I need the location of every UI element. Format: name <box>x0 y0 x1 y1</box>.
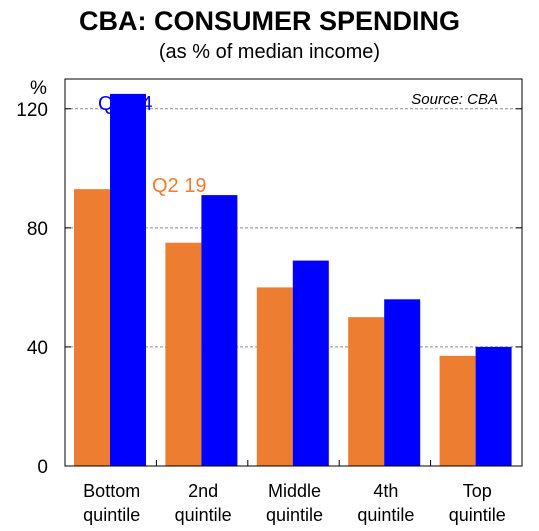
x-tick-label: quintile <box>83 505 140 525</box>
x-tick-label: Top <box>463 481 492 501</box>
bar-q2-24-1 <box>201 195 238 466</box>
x-tick-label: Bottom <box>83 481 140 501</box>
chart-subtitle: (as % of median income) <box>158 41 381 63</box>
y-tick-label: 0 <box>37 457 48 478</box>
x-tick-label: 2nd <box>188 481 218 501</box>
y-tick-label: 40 <box>27 338 48 359</box>
chart-title: CBA: CONSUMER SPENDING <box>78 6 461 36</box>
plot-frame <box>64 78 523 467</box>
bar-q2-19-2 <box>256 287 293 466</box>
series-label-q2-24: Q2 24 <box>98 93 152 115</box>
bar-q2-19-4 <box>439 355 476 466</box>
y-tick-label: 120 <box>16 100 48 121</box>
bar-q2-19-0 <box>74 189 110 466</box>
bar-q2-24-2 <box>292 260 329 466</box>
x-tick-label: Middle <box>268 481 321 501</box>
bar-q2-24-4 <box>475 346 512 466</box>
y-axis-label: % <box>30 78 47 99</box>
series-label-q2-19: Q2 19 <box>152 175 206 197</box>
x-tick-label: 4th <box>373 481 398 501</box>
y-tick-label: 80 <box>27 219 48 240</box>
bar-q2-24-0 <box>110 93 146 466</box>
x-tick-label: quintile <box>175 505 232 525</box>
bar-q2-19-3 <box>348 317 385 466</box>
x-tick-label: quintile <box>357 505 414 525</box>
source-label: Source: CBA <box>411 91 498 108</box>
bar-q2-24-3 <box>384 299 421 466</box>
bar-q2-19-1 <box>165 242 202 466</box>
x-tick-label: quintile <box>449 505 506 525</box>
x-tick-label: quintile <box>266 505 323 525</box>
